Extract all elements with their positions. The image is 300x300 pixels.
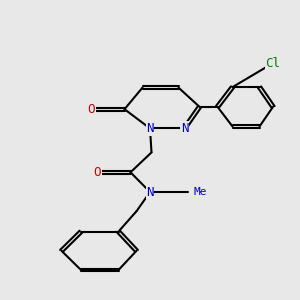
Text: O: O bbox=[94, 166, 101, 179]
Text: N: N bbox=[146, 122, 154, 135]
Text: N: N bbox=[146, 185, 154, 199]
Text: O: O bbox=[88, 103, 95, 116]
Text: Cl: Cl bbox=[266, 57, 280, 70]
Text: N: N bbox=[181, 122, 188, 135]
Text: Me: Me bbox=[194, 187, 207, 197]
